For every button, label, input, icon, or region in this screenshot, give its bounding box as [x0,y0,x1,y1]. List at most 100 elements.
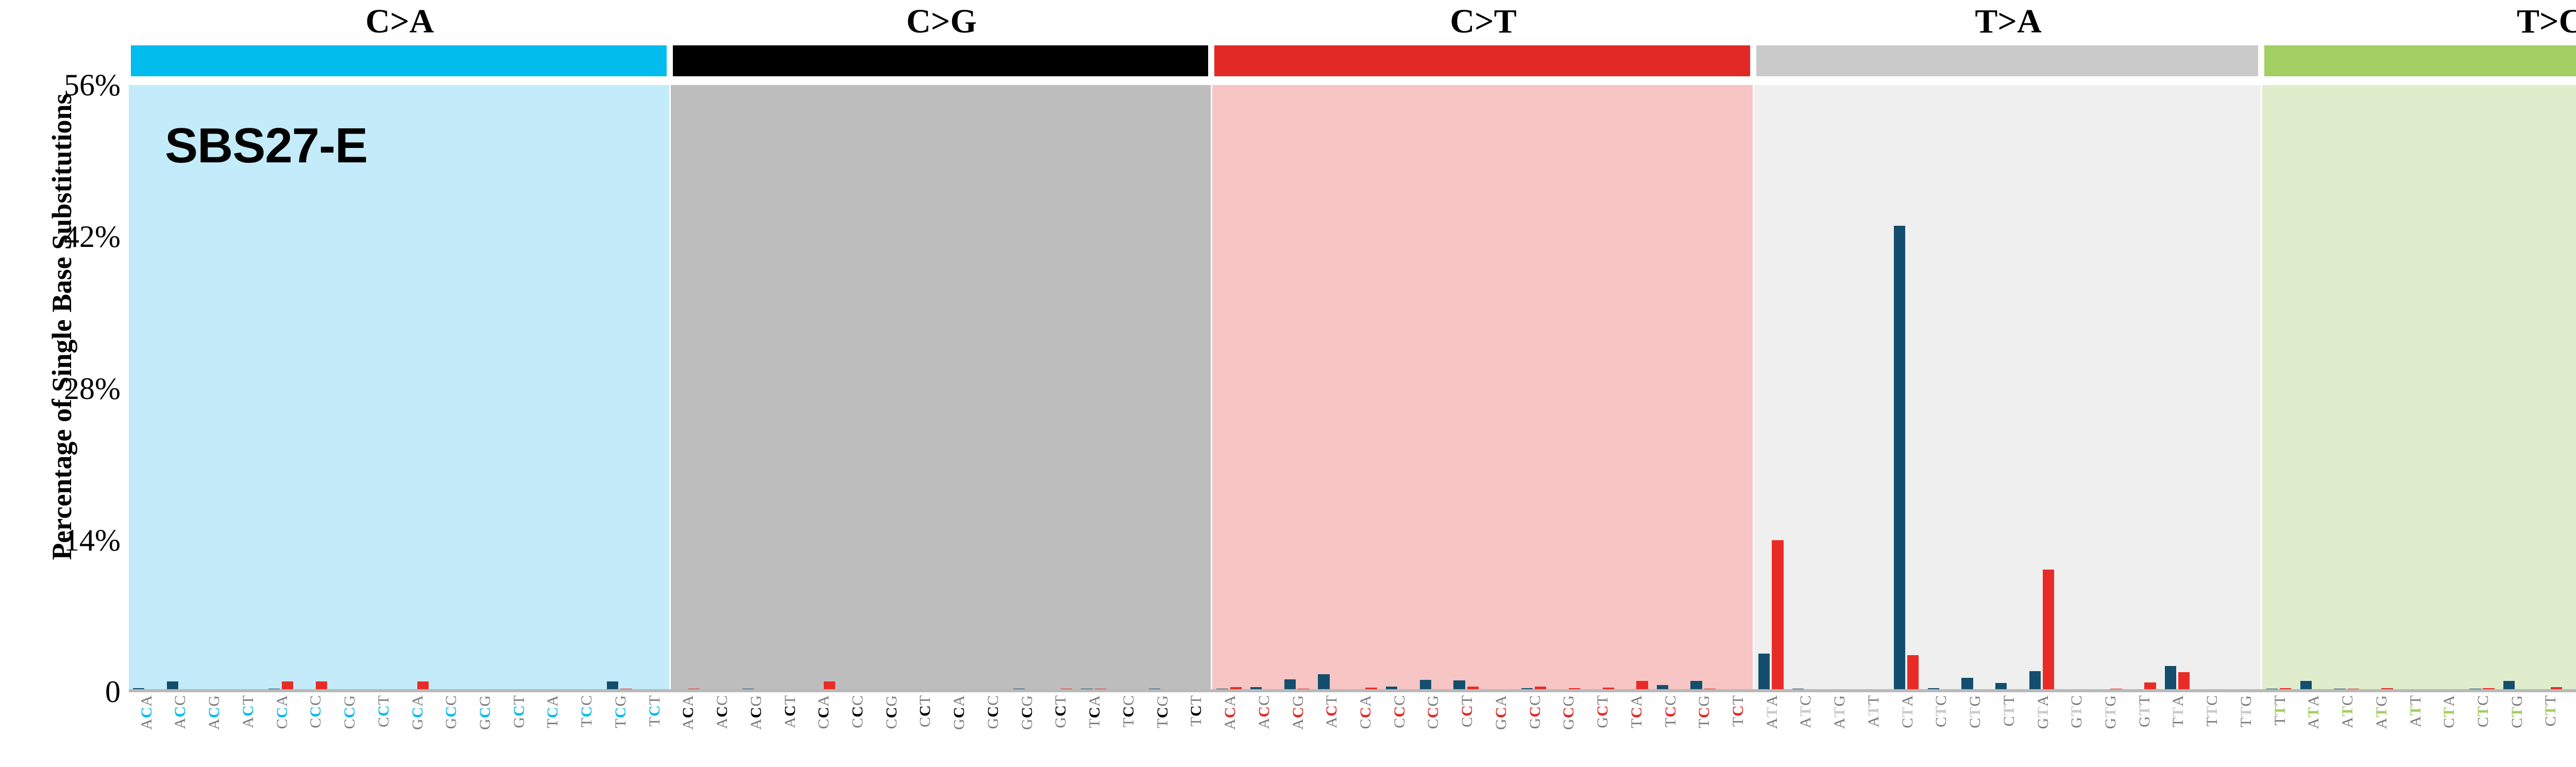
x-tick-label: ACG [1289,695,1307,730]
bar-transcribed [1385,686,1398,692]
bar-slot [2161,85,2195,692]
panel-C-to-T [1212,85,1754,692]
bar-slot [2262,85,2296,692]
bar-slot [1822,85,1856,692]
bar-untranscribed [2178,672,2190,692]
bar-transcribed [1690,680,1702,692]
x-tick-label: CCT [917,695,934,728]
panel-T-to-A [1754,85,2262,692]
x-tick-label: ACT [781,695,799,728]
bar-slot [298,85,332,692]
bar-slot [1585,85,1619,692]
bar-slot [1145,85,1179,692]
bar-slot [1111,85,1145,692]
x-tick-label: TCC [1662,695,1679,728]
x-tick-label: GCC [1526,695,1544,729]
x-tick-label: GTG [2102,695,2119,729]
bar-slot [1416,85,1450,692]
x-tick-label: ACC [714,695,731,729]
x-tick-label: CTA [2441,695,2458,728]
bar-slot [264,85,298,692]
header-strip-C-to-G [672,45,1209,76]
bar-untranscribed [1636,680,1648,692]
x-tick-label: CCC [307,695,325,728]
y-tick-label: 28% [64,371,121,406]
x-tick-label: CCA [273,695,291,729]
x-tick-label: CTC [1933,695,1950,728]
x-tick-label: CCT [375,695,392,728]
bar-slot [1212,85,1246,692]
bar-slot [840,85,874,692]
bar-transcribed [1758,654,1770,692]
x-tick-label: TCA [1628,695,1645,728]
x-tick-label: TTA [2170,695,2187,728]
x-tick-label: GCC [443,695,460,729]
bar-slot [603,85,637,692]
x-tick-label: CTG [2508,695,2526,728]
bar-slot [332,85,366,692]
bar-slot [942,85,976,692]
bar-slot [400,85,434,692]
x-tick-label: ACG [206,695,223,730]
x-tick-label: GCA [409,695,426,730]
bar-slot [1957,85,1991,692]
x-tick-label: GTA [2034,695,2052,729]
x-tick-label: ATG [2372,695,2390,729]
x-tick-label: CCG [883,695,900,729]
x-tick-label: TCC [1120,695,1137,728]
x-tick-label: GCG [1560,695,1578,730]
x-tick-label: GCG [477,695,494,730]
x-tick-label: ACA [138,695,155,730]
bar-transcribed [1318,674,1330,692]
x-tick-label: CCG [1425,695,1442,729]
x-tick-label: ACG [747,695,765,730]
bar-slot [2296,85,2330,692]
bar-transcribed [1419,679,1431,692]
panel-C-to-A [129,85,671,692]
bar-slot [1314,85,1348,692]
bar-slot [2025,85,2059,692]
bar-slot [569,85,603,692]
header-label-C-to-A: C>A [365,3,434,40]
x-tick-label: ATA [2305,695,2323,729]
x-tick-label: ATC [2339,695,2357,728]
y-tick-label: 14% [64,523,121,557]
bar-slot [2330,85,2364,692]
x-tick-label: ATT [2406,695,2424,728]
x-axis-ticks: ACA ACC ACG ACT CCA CCC CCG CCT GCA GCC GCG GCT TCA T… [129,695,2576,767]
bar-slot [230,85,264,692]
bar-slot [1077,85,1111,692]
x-tick-label: ACT [1323,695,1341,728]
bar-slot [738,85,772,692]
header-label-T-to-A: T>A [1975,3,2042,40]
x-tick-label: ACA [1222,695,1239,730]
x-tick-label: ACC [172,695,189,729]
x-tick-label: TCT [1188,695,1205,727]
bar-slot [1687,85,1721,692]
bar-slot [366,85,400,692]
header-strip-T-to-C [2264,45,2576,76]
bar-slot [196,85,230,692]
bar-slot [637,85,671,692]
bar-slot [1924,85,1958,692]
bar-slot [1483,85,1517,692]
bar-transcribed [1453,680,1465,692]
header-strip-C-to-A [131,45,667,76]
x-tick-label: CTA [1899,695,1916,728]
y-tick-label: 42% [64,220,121,254]
bar-slot [2194,85,2228,692]
x-tick-label: TCG [612,695,629,728]
bar-untranscribed [1772,540,1784,692]
x-axis-baseline [129,689,2576,692]
x-tick-label: GCG [1018,695,1036,730]
bar-slot [1348,85,1382,692]
bar-slot [2398,85,2432,692]
bar-slot [2127,85,2161,692]
x-tick-label: CCA [815,695,833,729]
bar-slot [1720,85,1754,692]
x-tick-label: ATA [1763,695,1781,729]
x-tick-label: TCC [578,695,596,728]
bar-slot [2432,85,2466,692]
x-tick-label: ACT [239,695,257,728]
